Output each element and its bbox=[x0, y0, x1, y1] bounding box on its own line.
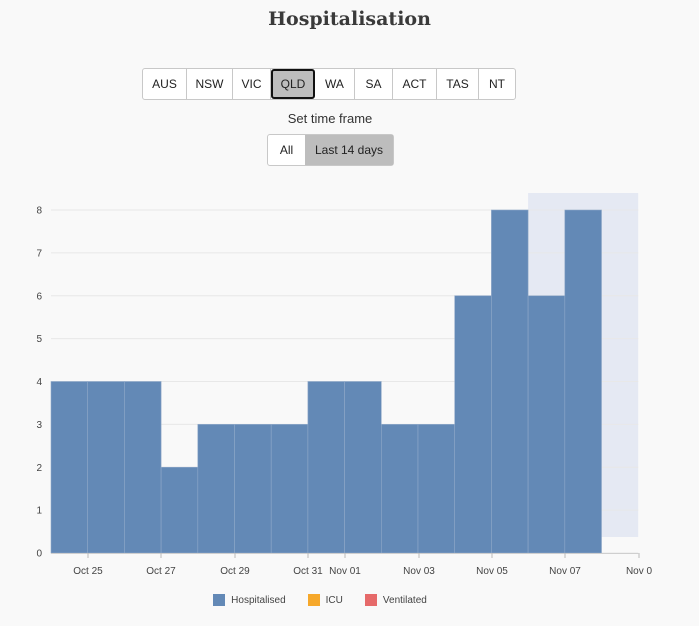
x-tick-label: Oct 27 bbox=[146, 566, 176, 577]
chart-title: Hospitalisation bbox=[268, 8, 431, 30]
region-button-sa[interactable]: SA bbox=[355, 69, 393, 99]
region-selector: AUS NSW VIC QLD WA SA ACT TAS NT bbox=[142, 68, 516, 100]
legend-swatch bbox=[364, 594, 377, 606]
y-tick-label: 8 bbox=[36, 206, 42, 217]
timeframe-option-last-14-days[interactable]: Last 14 days bbox=[305, 135, 393, 165]
region-button-vic[interactable]: VIC bbox=[233, 69, 271, 99]
x-tick-label: Nov 0 bbox=[626, 566, 653, 577]
bar-oct-28 bbox=[197, 424, 235, 554]
x-tick-label: Oct 29 bbox=[220, 566, 250, 577]
bar-nov-02 bbox=[380, 424, 419, 554]
region-button-wa[interactable]: WA bbox=[315, 69, 355, 99]
timeframe-option-all[interactable]: All bbox=[279, 143, 294, 157]
y-tick-label: 5 bbox=[36, 334, 42, 345]
x-tick-label: Nov 01 bbox=[329, 566, 361, 577]
hospitalisation-chart: 0 1 2 3 4 5 6 7 8 Oct 25 Oct 27 Oct 29 Oct 31 Nov 01 N… bbox=[36, 193, 653, 577]
x-tick-label: Oct 31 bbox=[293, 566, 323, 577]
y-tick-label: 0 bbox=[36, 549, 42, 560]
legend-label: Ventilated bbox=[382, 594, 427, 606]
legend-item-hospitalised[interactable]: Hospitalised bbox=[213, 594, 286, 606]
bar-nov-06 bbox=[527, 295, 566, 554]
bar-nov-07 bbox=[564, 209, 602, 554]
legend-swatch bbox=[213, 594, 226, 606]
bar-nov-03 bbox=[417, 424, 456, 554]
bar-oct-31 bbox=[307, 381, 345, 554]
region-button-qld[interactable]: QLD bbox=[271, 69, 315, 99]
timeframe-label: Set time frame bbox=[287, 111, 373, 126]
legend-label: Hospitalised bbox=[231, 594, 286, 606]
legend-item-ventilated[interactable]: Ventilated bbox=[364, 594, 427, 606]
bar-nov-01 bbox=[344, 381, 382, 554]
x-tick-label: Oct 25 bbox=[73, 566, 103, 577]
legend-label: ICU bbox=[325, 594, 343, 606]
bar-oct-27 bbox=[160, 466, 199, 554]
y-tick-label: 4 bbox=[36, 377, 42, 388]
region-button-nt[interactable]: NT bbox=[489, 77, 505, 91]
chart-legend: Hospitalised ICU Ventilated bbox=[0, 594, 640, 606]
legend-swatch bbox=[307, 594, 320, 606]
y-tick-label: 3 bbox=[36, 420, 42, 431]
bar-oct-25 bbox=[87, 381, 125, 554]
y-tick-label: 1 bbox=[36, 506, 42, 517]
y-tick-label: 6 bbox=[36, 291, 42, 302]
bar-oct-29 bbox=[234, 424, 272, 554]
y-tick-label: 2 bbox=[36, 463, 42, 474]
region-button-aus[interactable]: AUS bbox=[143, 69, 187, 99]
x-tick-label: Nov 05 bbox=[476, 566, 508, 577]
x-tick-label: Nov 03 bbox=[403, 566, 435, 577]
legend-item-icu[interactable]: ICU bbox=[307, 594, 343, 606]
timeframe-selector: All Last 14 days bbox=[267, 134, 394, 166]
bar-oct-24 bbox=[50, 381, 89, 554]
y-tick-label: 7 bbox=[36, 248, 42, 259]
bar-oct-30 bbox=[270, 424, 309, 554]
bar-oct-26 bbox=[124, 381, 162, 554]
region-button-tas[interactable]: TAS bbox=[437, 69, 479, 99]
region-button-act[interactable]: ACT bbox=[393, 69, 437, 99]
region-button-nsw[interactable]: NSW bbox=[187, 69, 233, 99]
x-tick-label: Nov 07 bbox=[549, 566, 581, 577]
bar-nov-04 bbox=[454, 295, 492, 554]
bar-nov-05 bbox=[491, 209, 529, 554]
